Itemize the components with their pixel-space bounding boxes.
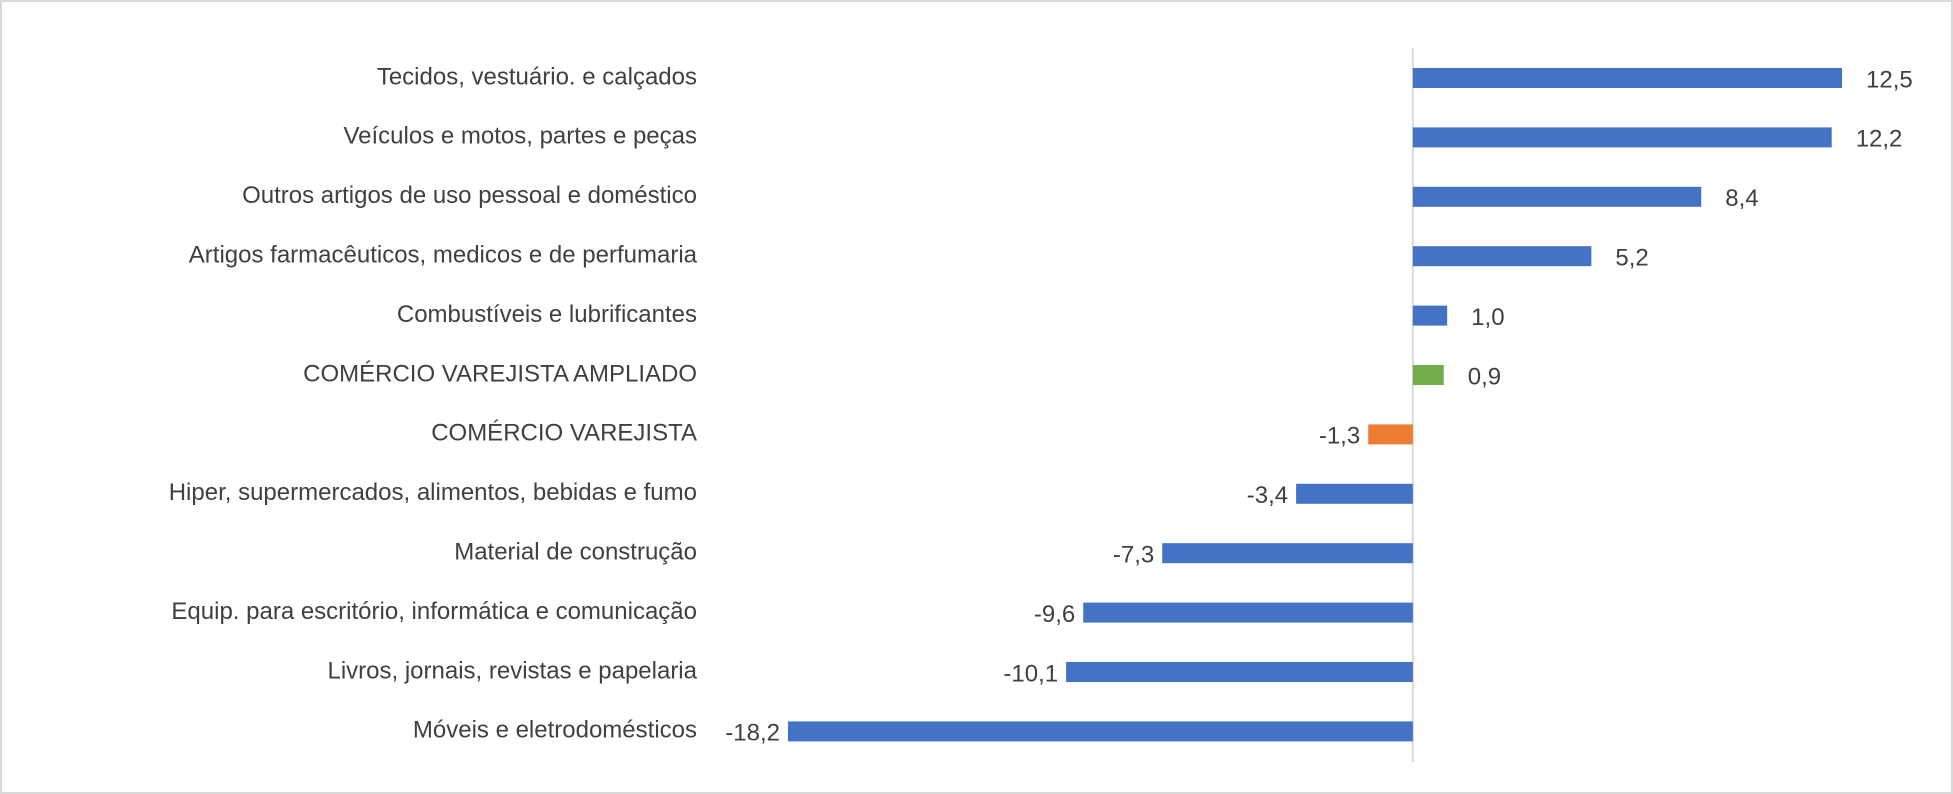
category-label: Equip. para escritório, informática e co…	[171, 598, 697, 625]
bar	[788, 721, 1413, 742]
bar	[1412, 68, 1842, 88]
category-label: Tecidos, vestuário. e calçados	[377, 63, 697, 90]
category-label: Hiper, supermercados, alimentos, bebidas…	[169, 479, 697, 506]
value-label: 0,9	[1468, 363, 1501, 390]
bar	[1412, 246, 1592, 267]
category-label: COMÉRCIO VAREJISTA AMPLIADO	[303, 360, 697, 387]
bar	[1066, 662, 1413, 682]
category-label: Artigos farmacêuticos, medicos e de perf…	[189, 242, 698, 269]
bar	[1368, 424, 1413, 445]
value-label: -10,1	[1003, 660, 1058, 687]
value-label: 12,2	[1856, 126, 1903, 153]
value-label: -9,6	[1034, 601, 1075, 628]
bar	[1412, 305, 1448, 326]
bar	[1412, 186, 1702, 207]
value-label: -1,3	[1319, 423, 1360, 450]
category-label: Móveis e eletrodomésticos	[413, 717, 697, 744]
value-label: 1,0	[1471, 304, 1504, 331]
value-label: -3,4	[1247, 482, 1288, 509]
value-label: -7,3	[1113, 542, 1154, 569]
value-label: 8,4	[1725, 185, 1758, 212]
category-label: COMÉRCIO VAREJISTA	[431, 420, 697, 447]
category-label: Combustíveis e lubrificantes	[397, 301, 697, 328]
bar	[1296, 483, 1413, 504]
bar	[1162, 543, 1413, 564]
bar	[1412, 365, 1444, 385]
value-label: 5,2	[1615, 245, 1648, 272]
category-label: Material de construção	[454, 539, 697, 566]
category-label: Livros, jornais, revistas e papelaria	[327, 657, 697, 684]
category-label: Outros artigos de uso pessoal e doméstic…	[242, 182, 697, 209]
bar	[1412, 127, 1832, 148]
value-label: -18,2	[725, 720, 780, 747]
category-label: Veículos e motos, partes e peças	[343, 123, 697, 150]
value-label: 12,5	[1866, 66, 1913, 93]
bar	[1083, 602, 1413, 623]
